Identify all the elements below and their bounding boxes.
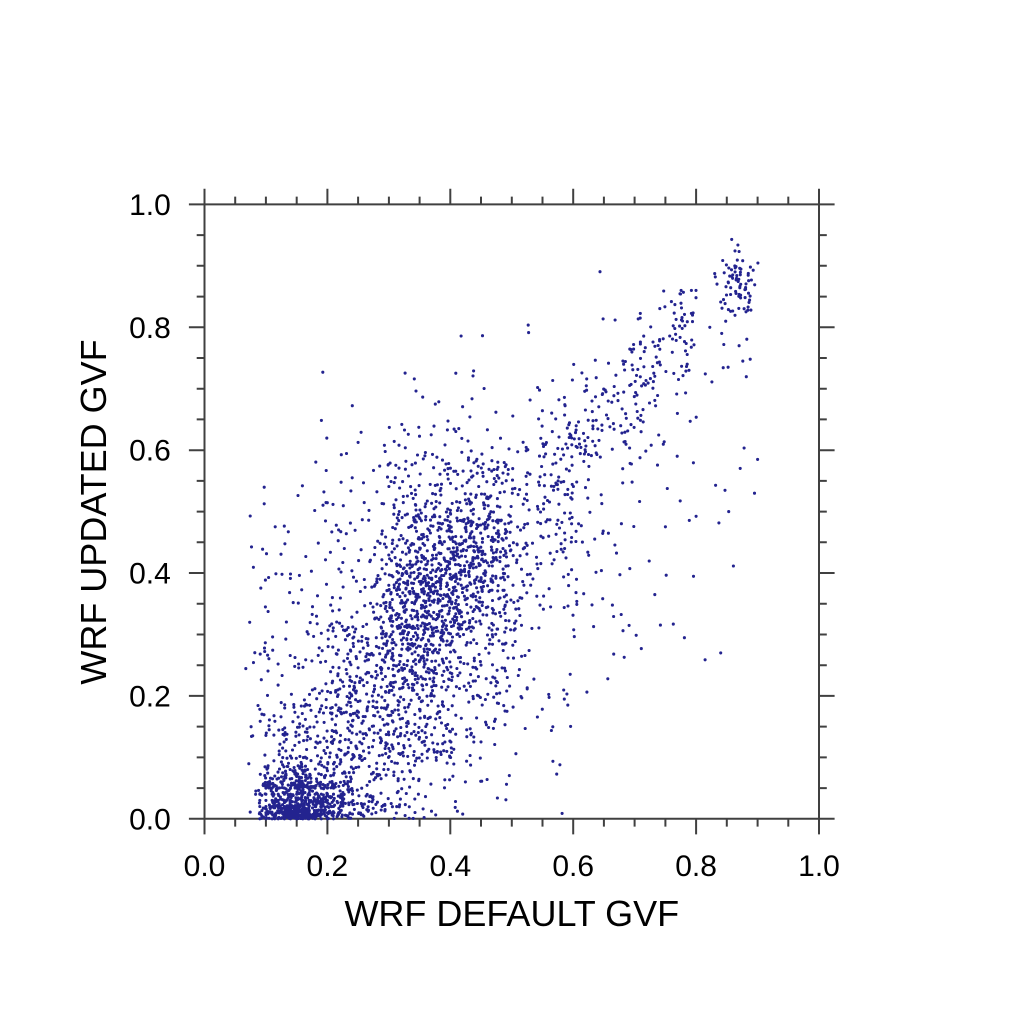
svg-text:0.2: 0.2 [129, 680, 171, 713]
svg-text:1.0: 1.0 [129, 189, 171, 222]
svg-text:0.4: 0.4 [429, 850, 471, 883]
svg-text:WRF UPDATED GVF: WRF UPDATED GVF [73, 339, 114, 684]
svg-text:0.2: 0.2 [307, 850, 349, 883]
svg-text:0.6: 0.6 [552, 850, 594, 883]
svg-text:0.0: 0.0 [129, 803, 171, 836]
svg-text:0.0: 0.0 [184, 850, 226, 883]
svg-text:WRF DEFAULT GVF: WRF DEFAULT GVF [344, 893, 679, 934]
svg-text:0.8: 0.8 [129, 312, 171, 345]
svg-text:1.0: 1.0 [798, 850, 840, 883]
svg-text:0.6: 0.6 [129, 435, 171, 468]
svg-text:0.8: 0.8 [675, 850, 717, 883]
svg-text:0.4: 0.4 [129, 558, 171, 591]
